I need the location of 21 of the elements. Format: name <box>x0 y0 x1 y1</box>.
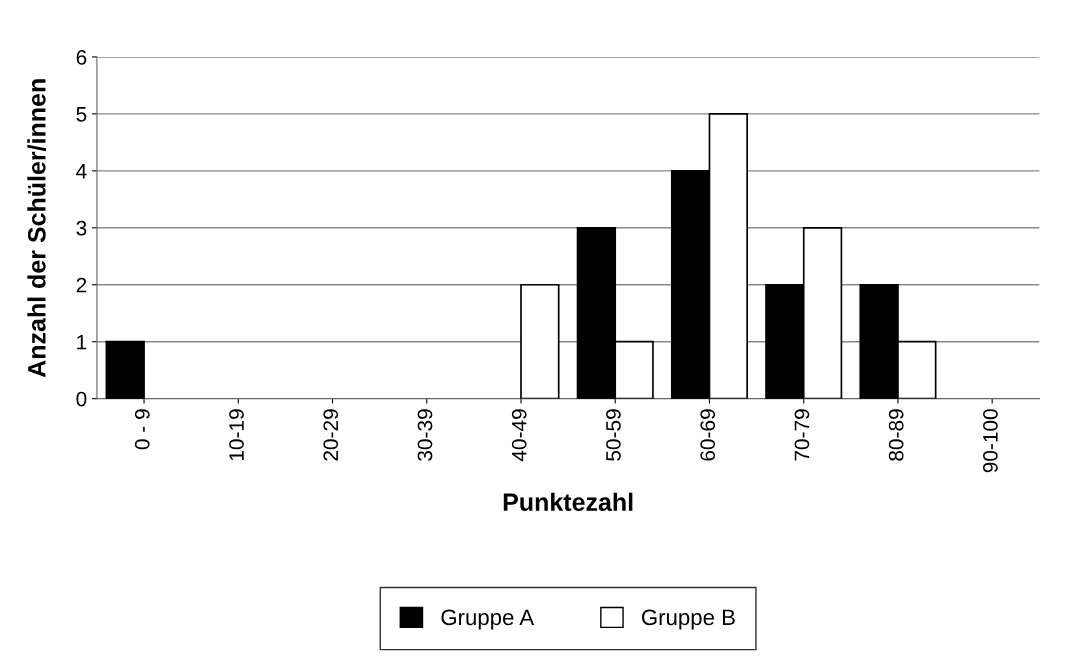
y-tick-label: 1 <box>77 334 87 350</box>
y-tick-label: 3 <box>76 220 87 236</box>
x-tick-label: 0 - 9 <box>134 409 150 450</box>
legend-label: Gruppe B <box>641 609 735 630</box>
y-tick-label: 5 <box>76 107 87 122</box>
x-tick-label: 70-79 <box>794 409 810 461</box>
y-tick-label: 4 <box>76 164 87 179</box>
y-tick-label: 6 <box>76 49 87 65</box>
y-tick-label: 2 <box>76 277 87 293</box>
x-axis-title: Punktezahl <box>503 492 633 512</box>
x-tick-label: 80-89 <box>888 409 904 461</box>
x-tick-label: 60-69 <box>700 409 716 461</box>
x-tick-label: 10-19 <box>229 409 244 461</box>
x-tick-label: 90-100 <box>983 409 998 473</box>
y-tick-label: 0 <box>76 391 87 407</box>
x-tick-label: 40-49 <box>511 409 527 462</box>
x-tick-label: 30-39 <box>417 409 433 461</box>
x-tick-label: 20-29 <box>323 409 339 461</box>
y-axis-title: Anzahl der Schüler/innen <box>27 79 46 378</box>
legend-label: Gruppe A <box>441 609 535 630</box>
x-tick-label: 50-59 <box>606 409 621 461</box>
